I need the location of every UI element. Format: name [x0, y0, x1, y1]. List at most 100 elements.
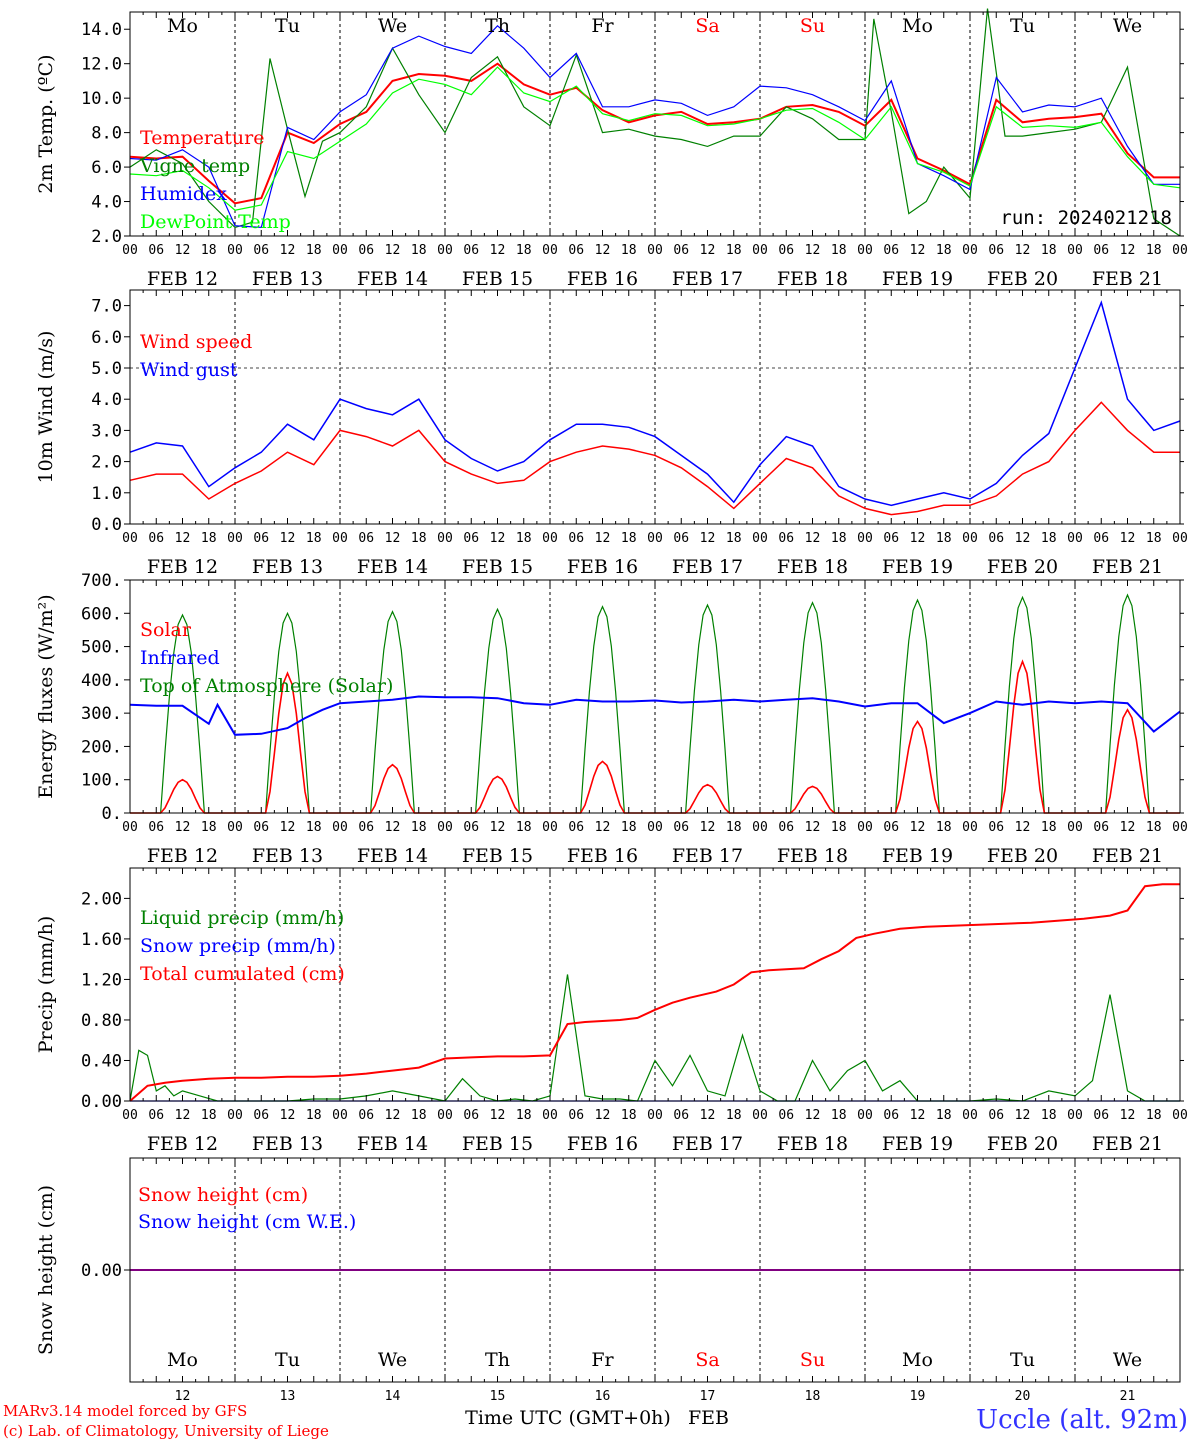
x-date-label: FEB 17: [672, 845, 743, 867]
x-hour-label: 06: [883, 531, 899, 546]
x-date-label: FEB 14: [357, 845, 428, 867]
x-hour-label: 06: [883, 820, 899, 835]
x-hour-label: 06: [1093, 531, 1109, 546]
x-hour-label: 18: [1041, 1108, 1057, 1123]
x-hour-label: 00: [1067, 1108, 1083, 1123]
credit-model: MARv3.14 model forced by GFS: [3, 1402, 247, 1420]
x-hour-label: 18: [306, 531, 322, 546]
x-hour-label: 18: [936, 531, 952, 546]
x-hour-label: 00: [542, 820, 558, 835]
x-hour-label: 06: [253, 531, 269, 546]
day-number-label: 18: [805, 1389, 821, 1404]
x-date-label: FEB 12: [147, 268, 218, 290]
x-hour-label: 00: [857, 531, 873, 546]
x-hour-label: 06: [568, 820, 584, 835]
day-name-label: Tu: [275, 1349, 300, 1371]
x-hour-label: 06: [673, 820, 689, 835]
y-tick-label: 3.0: [91, 421, 122, 441]
x-hour-label: 00: [857, 1108, 873, 1123]
y-tick-label: 400.: [81, 671, 122, 691]
y-tick-label: 0.: [102, 804, 122, 824]
x-hour-label: 12: [1120, 1108, 1136, 1123]
x-hour-label: 12: [700, 820, 716, 835]
x-hour-label: 06: [673, 1108, 689, 1123]
x-hour-label: 12: [490, 1108, 506, 1123]
x-hour-label: 00: [857, 243, 873, 258]
x-hour-label: 18: [831, 531, 847, 546]
x-hour-label: 18: [201, 243, 217, 258]
x-hour-label: 06: [148, 531, 164, 546]
x-hour-label: 18: [1146, 243, 1162, 258]
x-hour-label: 00: [1067, 531, 1083, 546]
x-date-label: FEB 18: [777, 1133, 848, 1155]
y-tick-label: 1.0: [91, 484, 122, 504]
y-tick-label: 0.0: [91, 515, 122, 535]
x-date-label: FEB 19: [882, 845, 953, 867]
y-tick-label: 1.20: [81, 970, 122, 990]
y-tick-label: 2.0: [91, 227, 122, 247]
x-hour-label: 12: [175, 531, 191, 546]
y-axis-label: Precip (mm/h): [35, 916, 57, 1054]
y-tick-label: 7.0: [91, 297, 122, 317]
day-number-label: 15: [490, 1389, 506, 1404]
x-hour-label: 06: [988, 1108, 1004, 1123]
x-hour-label: 12: [805, 243, 821, 258]
x-date-label: FEB 21: [1092, 556, 1163, 578]
x-hour-label: 06: [148, 820, 164, 835]
x-date-label: FEB 12: [147, 1133, 218, 1155]
y-axis-label: 2m Temp. (ºC): [35, 54, 57, 193]
x-date-label: FEB 14: [357, 556, 428, 578]
series-line-vigne-temp: [129, 8, 1181, 237]
x-hour-label: 18: [831, 1108, 847, 1123]
x-hour-label: 18: [516, 531, 532, 546]
x-hour-label: 12: [175, 1108, 191, 1123]
x-hour-label: 18: [621, 531, 637, 546]
day-name-label: Tu: [275, 15, 300, 37]
x-hour-label: 06: [148, 243, 164, 258]
x-hour-label: 12: [1120, 820, 1136, 835]
x-hour-label: 18: [1146, 1108, 1162, 1123]
x-hour-label: 12: [1120, 531, 1136, 546]
y-tick-label: 0.00: [81, 1092, 122, 1112]
x-hour-label: 06: [1093, 243, 1109, 258]
x-hour-label: 06: [988, 531, 1004, 546]
x-hour-label: 12: [1120, 243, 1136, 258]
x-hour-label: 00: [542, 1108, 558, 1123]
day-name-label: Th: [485, 1349, 510, 1371]
x-axis-month: FEB: [688, 1407, 729, 1429]
x-hour-label: 18: [411, 531, 427, 546]
x-axis-label: Time UTC (GMT+0h): [465, 1407, 671, 1429]
x-hour-label: 00: [1067, 243, 1083, 258]
day-name-label: Mo: [902, 1349, 933, 1371]
x-hour-label: 00: [857, 820, 873, 835]
day-name-label: Fr: [591, 15, 614, 37]
x-hour-label: 12: [700, 243, 716, 258]
x-date-label: FEB 16: [567, 556, 638, 578]
x-date-label: FEB 17: [672, 1133, 743, 1155]
legend-entry: Wind gust: [140, 359, 238, 381]
x-date-label: FEB 18: [777, 268, 848, 290]
x-hour-label: 18: [1041, 820, 1057, 835]
series-line-temperature: [129, 62, 1180, 205]
x-date-label: FEB 12: [147, 845, 218, 867]
day-name-label: Su: [800, 15, 825, 37]
x-hour-label: 00: [437, 1108, 453, 1123]
x-hour-label: 00: [962, 1108, 978, 1123]
x-hour-label: 12: [595, 1108, 611, 1123]
x-hour-label: 00: [227, 1108, 243, 1123]
x-hour-label: 06: [358, 1108, 374, 1123]
day-name-label: We: [1113, 1349, 1142, 1371]
day-name-label: Su: [800, 1349, 825, 1371]
x-hour-label: 18: [516, 1108, 532, 1123]
x-hour-label: 18: [1041, 243, 1057, 258]
x-date-label: FEB 16: [567, 1133, 638, 1155]
y-tick-label: 4.0: [91, 390, 122, 410]
x-date-label: FEB 15: [462, 556, 533, 578]
x-date-label: FEB 20: [987, 556, 1058, 578]
x-hour-label: 00: [332, 1108, 348, 1123]
x-hour-label: 00: [962, 820, 978, 835]
x-hour-label: 18: [936, 243, 952, 258]
y-tick-label: 200.: [81, 737, 122, 757]
x-date-label: FEB 19: [882, 1133, 953, 1155]
series-line-total-cumulated: [129, 883, 1180, 1102]
